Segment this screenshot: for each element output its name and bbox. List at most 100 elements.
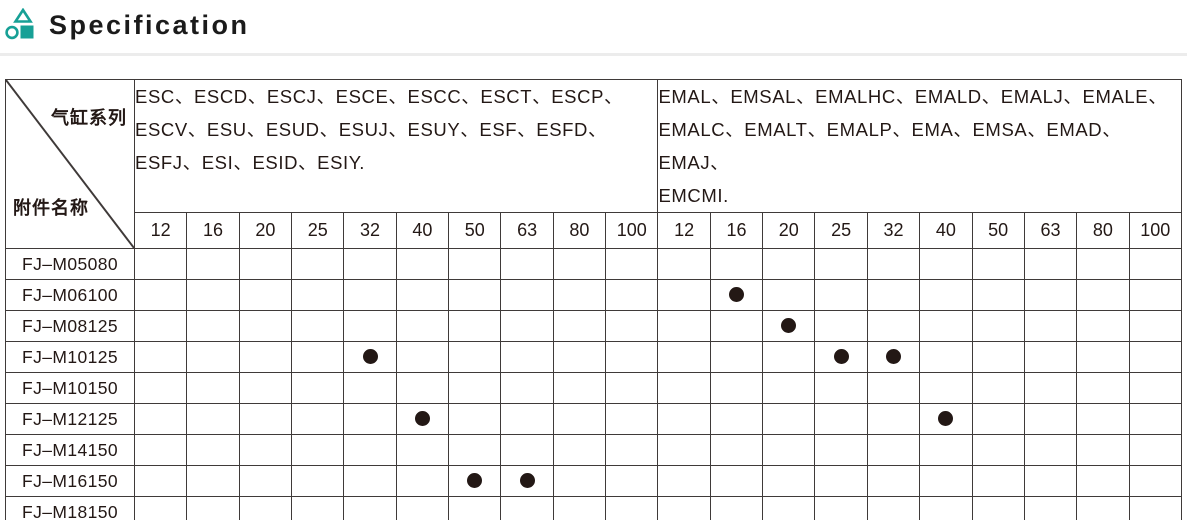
compatibility-cell [343,465,397,497]
compatibility-cell [133,465,188,497]
compatibility-cell [762,372,816,404]
size-header-cell: 16 [709,212,764,249]
compatibility-cell [500,341,554,373]
compatibility-cell [186,310,240,342]
compatibility-cell [866,403,921,435]
compatibility-cell [291,465,345,497]
compatibility-cell [919,248,973,280]
compatibility-cell [133,279,188,311]
size-header-cell: 32 [866,212,921,249]
compatibility-cell [1128,341,1183,373]
compatibility-cell [657,248,711,280]
compatibility-cell [605,310,659,342]
compatibility-cell [971,310,1025,342]
size-header-cell: 12 [657,212,711,249]
accessory-name: FJ–M18150 [5,496,135,520]
compatibility-cell [500,372,554,404]
spec-table-body: 气缸系列 附件名称 ESC、ESCD、ESCJ、ESCE、ESCC、ESCT、E… [5,79,1183,520]
compatibility-cell [1023,341,1078,373]
compatibility-cell [866,341,921,373]
compatibility-cell [1128,310,1183,342]
dot-marker [362,349,378,365]
compatibility-cell [657,279,711,311]
compatibility-cell [709,403,764,435]
compatibility-cell [552,434,607,466]
compatibility-cell [1076,434,1130,466]
compatibility-cell [919,310,973,342]
compatibility-cell [709,434,764,466]
compatibility-cell [814,434,868,466]
compatibility-cell [1023,496,1078,520]
compatibility-cell [605,341,659,373]
compatibility-cell [1076,248,1130,280]
compatibility-cell [814,496,868,520]
compatibility-cell [1076,403,1130,435]
compatibility-cell [919,341,973,373]
compatibility-cell [552,341,607,373]
compatibility-cell [133,403,188,435]
compatibility-cell [500,248,554,280]
compatibility-cell [395,279,450,311]
size-header-cell: 80 [552,212,607,249]
accessory-name: FJ–M08125 [5,310,135,342]
compatibility-cell [133,310,188,342]
compatibility-cell [1076,310,1130,342]
series-cell-group1: ESC、ESCD、ESCJ、ESCE、ESCC、ESCT、ESCP、 ESCV、E… [133,79,659,213]
table-row: FJ–M10125 [5,341,1183,373]
compatibility-cell [1023,279,1078,311]
dot-marker [519,473,535,489]
compatibility-cell [500,403,554,435]
compatibility-cell [238,310,293,342]
compatibility-cell [605,434,659,466]
compatibility-cell [343,341,397,373]
compatibility-cell [919,279,973,311]
compatibility-cell [448,465,502,497]
table-row: FJ–M10150 [5,372,1183,404]
compatibility-cell [814,372,868,404]
compatibility-cell [552,465,607,497]
compatibility-cell [919,465,973,497]
compatibility-cell [605,279,659,311]
compatibility-cell [1076,465,1130,497]
series-line: EMALC、EMALT、EMALP、EMA、EMSA、EMAD、EMAJ、 [658,119,1122,173]
compatibility-cell [657,310,711,342]
sizes-row: 12 16 20 25 32 40 50 63 80 100 12 16 20 25 32 40 50 63 80 1… [6,212,1183,249]
compatibility-cell [971,434,1025,466]
size-header-cell: 16 [186,212,240,249]
size-header-cell: 80 [1076,212,1130,249]
accessory-name: FJ–M16150 [5,465,135,497]
table-row: FJ–M16150 [5,465,1183,497]
compatibility-cell [238,341,293,373]
specification-table: 气缸系列 附件名称 ESC、ESCD、ESCJ、ESCE、ESCC、ESCT、E… [5,79,1183,520]
compatibility-cell [552,496,607,520]
size-header-cell: 63 [500,212,554,249]
accessory-name: FJ–M10150 [5,372,135,404]
compatibility-cell [291,279,345,311]
compatibility-cell [343,496,397,520]
size-header-cell: 40 [919,212,973,249]
compatibility-cell [291,434,345,466]
table-row: FJ–M18150 [5,496,1183,520]
compatibility-cell [709,310,764,342]
compatibility-cell [605,465,659,497]
series-line: ESCV、ESU、ESUD、ESUJ、ESUY、ESF、ESFD、 [135,119,608,140]
compatibility-cell [1128,248,1183,280]
compatibility-cell [395,341,450,373]
compatibility-cell [552,248,607,280]
compatibility-cell [1128,372,1183,404]
compatibility-cell [552,403,607,435]
compatibility-cell [605,248,659,280]
compatibility-cell [971,279,1025,311]
compatibility-cell [657,341,711,373]
compatibility-cell [238,403,293,435]
compatibility-cell [971,403,1025,435]
dot-marker [885,349,901,365]
compatibility-cell [1023,403,1078,435]
compatibility-cell [762,496,816,520]
compatibility-cell [762,403,816,435]
size-header-cell: 100 [605,212,659,249]
accessory-name: FJ–M12125 [5,403,135,435]
compatibility-cell [709,496,764,520]
compatibility-cell [814,341,868,373]
compatibility-cell [500,496,554,520]
